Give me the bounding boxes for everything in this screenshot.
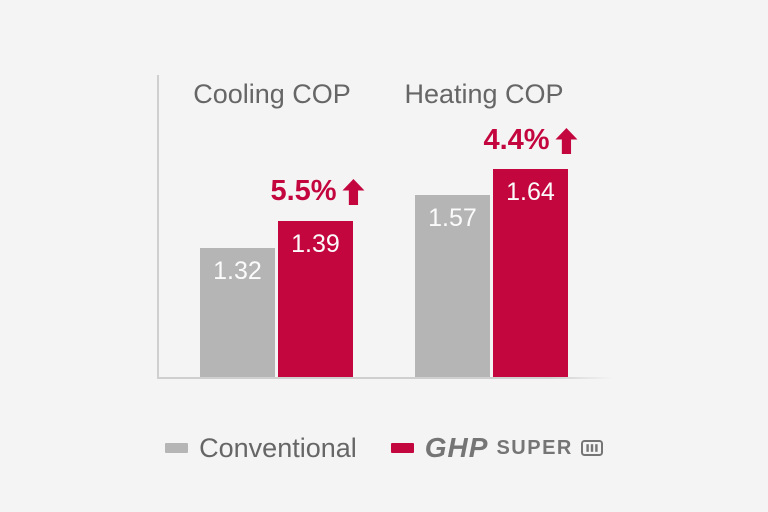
roman-numeral-three-badge-icon bbox=[580, 440, 603, 456]
improvement-label-heating: 4.4% bbox=[483, 124, 578, 157]
legend-swatch-conventional bbox=[165, 443, 189, 453]
bar-cooling-ghp-super: 1.39 bbox=[278, 221, 353, 377]
up-arrow-icon bbox=[555, 127, 579, 154]
bar-value-label: 1.64 bbox=[506, 178, 555, 206]
up-arrow-icon bbox=[342, 178, 366, 205]
bar-heating-conventional: 1.57 bbox=[415, 195, 490, 377]
bar-heating-ghp-super: 1.64 bbox=[493, 169, 568, 377]
improvement-percent-text: 4.4% bbox=[483, 124, 550, 156]
ghp-super-3-logo: GHP SUPER bbox=[425, 432, 603, 464]
ghp-brand-text: GHP bbox=[424, 432, 489, 463]
improvement-percent-text: 5.5% bbox=[270, 175, 337, 207]
improvement-label-cooling: 5.5% bbox=[270, 175, 365, 208]
bar-value-label: 1.57 bbox=[428, 204, 477, 232]
legend-item-ghp-super: GHP SUPER bbox=[390, 432, 603, 464]
bar-value-label: 1.32 bbox=[213, 257, 262, 285]
legend-swatch-ghp-super bbox=[390, 443, 414, 453]
group-title-heating-cop: Heating COP bbox=[404, 79, 564, 109]
y-axis-line bbox=[157, 75, 159, 379]
group-title-cooling-cop: Cooling COP bbox=[193, 79, 351, 109]
bar-cooling-conventional: 1.32 bbox=[200, 248, 275, 377]
legend-item-conventional: Conventional bbox=[165, 433, 357, 464]
x-axis-line bbox=[157, 377, 613, 379]
legend: Conventional GHP SUPER bbox=[0, 431, 768, 465]
ghp-super-text: SUPER bbox=[496, 436, 573, 459]
legend-label-conventional: Conventional bbox=[199, 432, 357, 463]
bar-value-label: 1.39 bbox=[291, 230, 340, 258]
